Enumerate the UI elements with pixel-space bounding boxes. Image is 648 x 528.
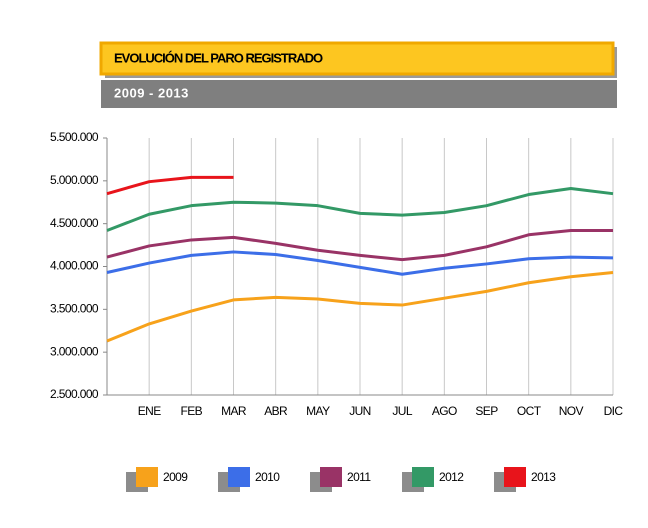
legend-swatch [228, 467, 250, 487]
legend-label: 2010 [255, 470, 280, 484]
legend-swatch [412, 467, 434, 487]
legend-label: 2012 [439, 470, 464, 484]
chart-title: EVOLUCIÓN DEL PARO REGISTRADO [114, 50, 323, 65]
y-tick-label: 4.500.000 [50, 216, 99, 230]
x-tick-label: ABR [264, 404, 288, 418]
series-line [106, 175, 234, 196]
x-tick-label: DIC [604, 404, 624, 418]
legend-swatch [136, 467, 158, 487]
y-tick-label: 3.000.000 [50, 344, 99, 358]
series-line [106, 271, 614, 343]
x-tick-label: ENE [138, 404, 161, 418]
y-tick-label: 5.500.000 [50, 130, 99, 144]
y-tick-label: 3.500.000 [50, 302, 99, 316]
subtitle-box [101, 80, 617, 108]
title-box [99, 41, 615, 76]
x-tick-label: OCT [517, 404, 542, 418]
y-tick-label: 4.000.000 [50, 259, 99, 273]
series-line [106, 250, 614, 276]
y-tick-label: 5.000.000 [50, 173, 99, 187]
series-line [106, 229, 613, 262]
x-tick-label: AGO [432, 404, 457, 418]
x-tick-label: MAY [306, 404, 330, 418]
x-tick-label: NOV [559, 404, 584, 418]
chart-subtitle: 2009 - 2013 [114, 85, 189, 100]
x-tick-label: SEP [475, 404, 498, 418]
y-tick-label: 2.500.000 [50, 387, 99, 401]
legend-label: 2011 [347, 470, 371, 484]
legend-swatch [504, 467, 526, 487]
x-tick-label: JUN [349, 404, 371, 418]
x-tick-label: MAR [221, 404, 247, 418]
x-tick-label: FEB [181, 404, 203, 418]
x-tick-label: JUL [392, 404, 412, 418]
legend-label: 2013 [531, 470, 556, 484]
series-line [106, 187, 614, 232]
legend-swatch [320, 467, 342, 487]
legend-label: 2009 [163, 470, 188, 484]
